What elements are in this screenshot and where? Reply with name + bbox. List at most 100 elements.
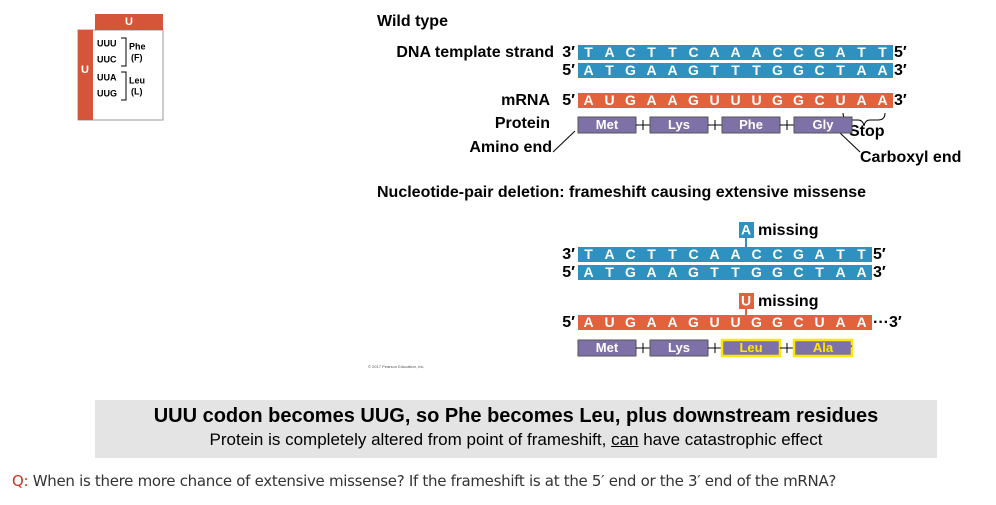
base: A — [856, 264, 866, 280]
caption-text: Protein is completely altered from point… — [95, 430, 937, 450]
strand-bar — [578, 45, 893, 60]
base: A — [709, 246, 719, 262]
strand-bar — [578, 315, 872, 330]
base: C — [751, 246, 761, 262]
deletion-title: Nucleotide-pair deletion: frameshift cau… — [377, 184, 866, 201]
base: G — [772, 314, 783, 330]
base: T — [668, 246, 677, 262]
base: C — [688, 246, 698, 262]
base: A — [646, 62, 656, 78]
base: A — [751, 44, 761, 60]
base: T — [731, 264, 740, 280]
base: G — [688, 62, 699, 78]
base: U — [709, 314, 719, 330]
amino-acid-label: Gly — [813, 117, 835, 132]
base: T — [647, 44, 656, 60]
codon: UUG — [97, 88, 117, 98]
base: T — [710, 62, 719, 78]
base: T — [710, 264, 719, 280]
base: C — [793, 264, 803, 280]
strand-end: 5′ — [873, 246, 886, 263]
amino-acid-label: Leu — [739, 340, 762, 355]
base: T — [584, 44, 593, 60]
base: G — [793, 246, 804, 262]
base: T — [878, 44, 887, 60]
codon-header — [95, 14, 163, 30]
base: A — [583, 314, 593, 330]
bracket — [121, 71, 127, 101]
base: A — [709, 44, 719, 60]
base: G — [814, 44, 825, 60]
base: G — [793, 62, 804, 78]
base: U — [814, 314, 824, 330]
base: U — [751, 92, 761, 108]
base: A — [856, 92, 866, 108]
base: A — [667, 264, 677, 280]
missing-box — [739, 293, 754, 309]
base: A — [583, 264, 593, 280]
pointer — [552, 130, 576, 153]
missing-text: missing — [758, 222, 818, 239]
codon: UUA — [97, 72, 117, 82]
base: G — [625, 92, 636, 108]
base: G — [751, 264, 762, 280]
base: A — [667, 62, 677, 78]
base: T — [605, 62, 614, 78]
base: A — [646, 92, 656, 108]
codon-left-text: U — [81, 64, 89, 76]
caption-title: UUU codon becomes UUG, so Phe becomes Le… — [153, 405, 879, 427]
amino-abbr: (L) — [131, 86, 143, 96]
base: C — [688, 44, 698, 60]
base: A — [730, 44, 740, 60]
protein-label: Protein — [495, 115, 550, 132]
base: A — [835, 314, 845, 330]
base: C — [625, 246, 635, 262]
more-residues: ••• — [842, 342, 853, 353]
base: C — [793, 314, 803, 330]
base: G — [625, 314, 636, 330]
base: A — [604, 44, 614, 60]
amino-acid-box — [792, 338, 854, 358]
missing-base: U — [741, 293, 751, 309]
codon-header-text: U — [125, 16, 133, 28]
base: T — [668, 44, 677, 60]
missing-text: missing — [758, 293, 818, 310]
base: G — [793, 92, 804, 108]
base: T — [857, 44, 866, 60]
base: G — [688, 264, 699, 280]
base: A — [583, 92, 593, 108]
base: A — [835, 264, 845, 280]
carboxyl-end: Carboxyl end — [860, 149, 961, 166]
stop-label: Stop — [849, 123, 885, 140]
question-text: When is there more chance of extensive m… — [32, 472, 837, 490]
base: G — [751, 314, 762, 330]
base: C — [814, 62, 824, 78]
base: A — [856, 314, 866, 330]
amino-acid-box — [793, 116, 853, 134]
amino-acid-label: Met — [596, 117, 619, 132]
strand-end: 3′ — [873, 264, 886, 281]
strand-end: 5′ — [562, 92, 575, 109]
strand-end: 5′ — [894, 44, 907, 61]
amino-acid-label: Lys — [668, 340, 690, 355]
base: A — [667, 92, 677, 108]
amino-end: Amino end — [469, 139, 552, 156]
question-label: Q: — [12, 472, 29, 490]
base: G — [688, 314, 699, 330]
base: U — [604, 92, 614, 108]
wt-title: Wild type — [377, 13, 448, 30]
base: A — [814, 246, 824, 262]
codon: UUC — [97, 54, 117, 64]
strand-end: 5′ — [562, 62, 575, 79]
base: U — [835, 92, 845, 108]
bracket — [121, 37, 127, 67]
base: G — [625, 62, 636, 78]
base: G — [772, 62, 783, 78]
base: U — [604, 314, 614, 330]
base: A — [646, 314, 656, 330]
base: C — [625, 44, 635, 60]
codon: UUU — [97, 38, 117, 48]
base: G — [688, 92, 699, 108]
caption: UUU codon becomes UUG, so Phe becomes Le… — [95, 400, 937, 458]
mrna-label: mRNA — [501, 92, 550, 109]
